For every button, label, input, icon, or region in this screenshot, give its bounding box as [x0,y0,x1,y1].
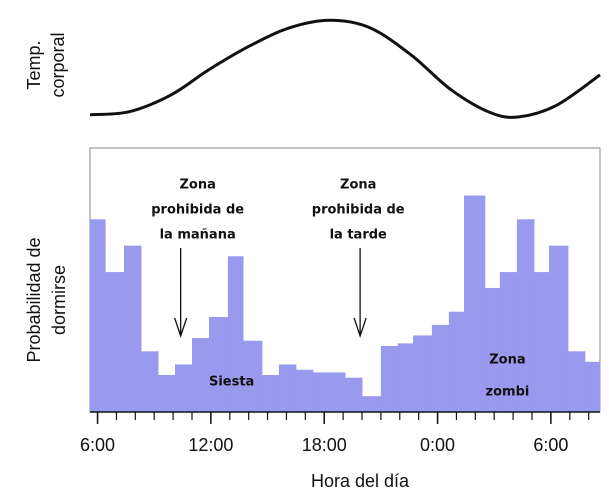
arrow [353,248,367,339]
bar [431,324,450,412]
bar [261,375,280,412]
bar [448,311,465,412]
x-tick-label: 6:00 [80,435,115,455]
bar [278,364,297,412]
annotation: la tarde [330,228,387,243]
y-axis-label: Temp. [24,40,44,89]
bar [567,351,586,412]
bar [141,351,159,412]
arrow [174,248,188,339]
bar [209,316,229,412]
y-axis-label: Probabilidad de [24,237,44,362]
bar [158,375,176,412]
bar [345,377,363,412]
annotation: Zona [179,178,215,193]
x-axis-label: Hora del día [311,471,410,491]
bar [312,372,329,412]
bar [397,343,414,412]
y-axis-label: dormirse [49,265,69,335]
bar [499,272,518,412]
annotation: prohibida de [151,203,244,218]
bar [584,361,601,412]
x-tick-label: 0:00 [420,435,455,455]
bar [464,195,486,412]
bar [192,338,210,412]
bar [484,287,501,412]
bar [549,245,569,412]
bar [124,245,142,412]
bar [105,272,125,412]
y-axis-label: corporal [48,32,68,97]
annotation: la mañana [160,228,236,243]
bar [328,372,346,412]
annotation: Siesta [209,375,254,390]
x-tick-label: 12:00 [188,435,233,455]
temperature-line [89,18,601,119]
x-tick-label: 18:00 [302,435,347,455]
annotation: Zona [340,178,376,193]
bar [380,346,399,412]
bar [413,335,433,412]
bar [175,364,193,412]
bar [362,396,382,412]
bar [533,272,550,412]
annotation: Zona [489,353,525,368]
bar [90,219,106,412]
bar [516,219,535,412]
annotation: prohibida de [312,203,405,218]
bar [227,256,244,412]
x-tick-label: 6:00 [533,435,568,455]
bar [243,340,263,412]
annotation: zombi [486,385,530,400]
bar [295,369,314,412]
